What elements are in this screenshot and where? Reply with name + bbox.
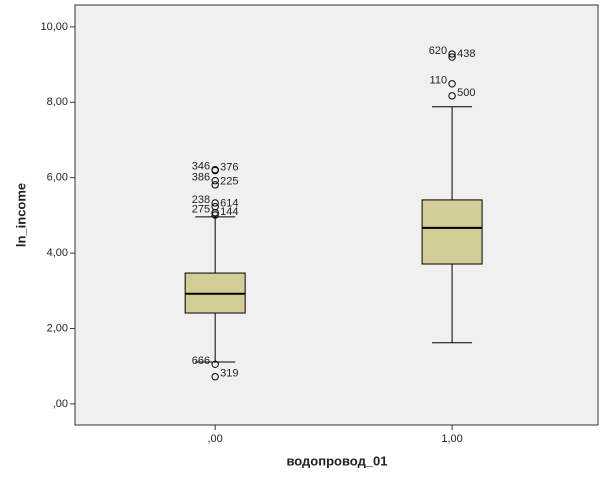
outlier xyxy=(448,50,456,58)
box xyxy=(421,199,483,265)
outlier xyxy=(211,181,219,189)
outlier-label: 386 xyxy=(192,172,210,184)
outlier xyxy=(211,360,219,368)
outlier-label: 620 xyxy=(429,45,447,57)
outlier xyxy=(211,176,219,185)
outlier-label: 346 xyxy=(192,161,210,173)
y-tick-label: 6,00 xyxy=(47,172,68,184)
outlier-label: 438 xyxy=(457,48,475,60)
outlier xyxy=(448,53,456,61)
outlier-label: 110 xyxy=(430,75,448,87)
outlier-label: 275 xyxy=(192,204,210,216)
outlier xyxy=(448,80,456,88)
outlier-label: 144 xyxy=(220,206,238,218)
outlier-label: 319 xyxy=(220,368,238,380)
outlier-label: 238 xyxy=(192,194,210,206)
y-axis-title: ln_income xyxy=(13,183,28,247)
outlier xyxy=(448,92,456,100)
y-tick-label: 8,00 xyxy=(47,96,68,108)
y-tick-label: ,00 xyxy=(53,398,68,410)
x-tick-label: ,00 xyxy=(208,433,223,445)
x-axis-title: водопровод_01 xyxy=(286,453,387,468)
outlier-label: 376 xyxy=(220,161,238,173)
y-tick-label: 2,00 xyxy=(47,322,68,334)
outlier-label: 225 xyxy=(220,176,238,188)
y-tick-label: 4,00 xyxy=(47,247,68,259)
outlier xyxy=(211,209,219,217)
outlier xyxy=(211,211,219,219)
x-tick-label: 1,00 xyxy=(441,433,462,445)
outlier xyxy=(211,373,219,381)
outlier-label: 614 xyxy=(220,198,238,210)
outlier xyxy=(211,166,219,175)
plot-area xyxy=(74,4,599,426)
y-tick-label: 10,00 xyxy=(40,21,68,33)
outlier-label: 666 xyxy=(192,355,210,367)
outlier-label: 500 xyxy=(457,87,475,99)
outlier xyxy=(211,199,219,207)
